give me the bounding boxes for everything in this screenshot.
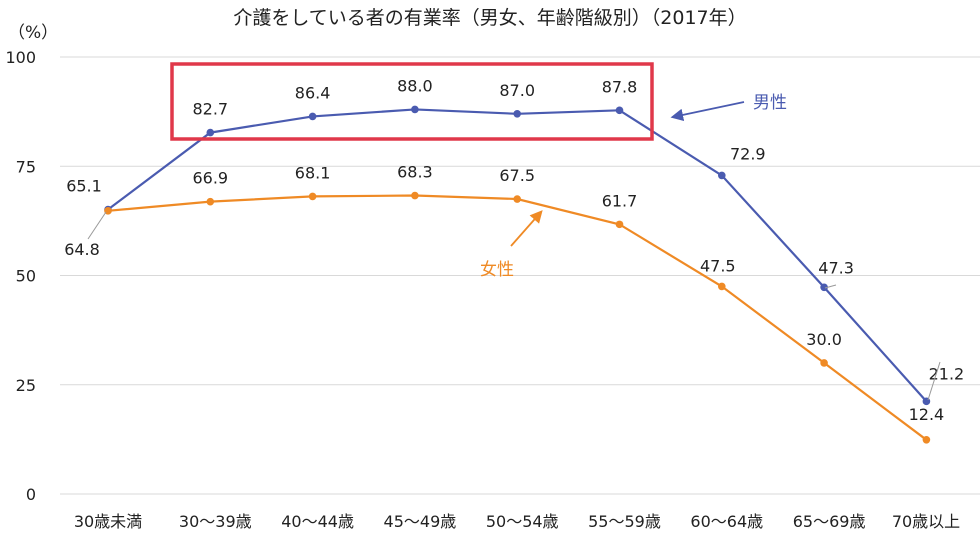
series-line-女性 [107,194,928,441]
data-point [615,106,624,115]
x-tick-label: 30歳未満 [74,512,142,531]
data-point [718,282,726,291]
data-point [411,105,419,114]
data-label: 47.5 [700,256,736,275]
x-tick-label: 55～59歳 [588,512,661,531]
data-label: 61.7 [602,191,638,210]
data-point [922,436,931,444]
x-tick-label: 40～44歳 [281,512,354,531]
data-label: 88.0 [397,76,433,95]
data-label: 72.9 [730,144,766,163]
data-label: 30.0 [806,330,842,349]
data-label: 82.7 [192,100,228,119]
data-point [615,220,624,229]
data-point [206,128,215,137]
leader-line [927,361,941,401]
data-point [513,110,521,118]
data-point [411,191,419,200]
series-line-男性 [107,108,928,403]
x-tick-label: 65～69歳 [793,512,866,531]
y-tick-label: 25 [16,376,36,395]
data-label: 67.5 [499,166,535,185]
y-tick-label: 0 [26,485,36,504]
y-tick-label: 100 [5,48,36,67]
data-label: 68.1 [295,163,331,182]
data-label: 65.1 [66,177,102,196]
female-series-label: 女性 [480,260,514,280]
data-label: 87.8 [602,77,638,96]
data-point [206,197,215,206]
y-tick-label: 50 [16,267,36,286]
male-arrow-icon [670,101,745,122]
leader-line [824,284,837,289]
data-point [820,283,828,292]
x-tick-label: 60～64歳 [690,512,763,531]
data-point [513,195,521,203]
highlight-box [170,62,654,141]
x-tick-label: 30～39歳 [179,512,252,531]
data-label: 47.3 [818,258,854,277]
leader-line [87,211,107,240]
y-tick-label: 75 [16,157,36,176]
data-label: 64.8 [64,240,100,259]
male-series-label: 男性 [753,93,787,113]
data-point [308,192,317,201]
data-label: 68.3 [397,163,433,182]
x-tick-label: 70歳以上 [892,512,960,531]
chart-title: 介護をしている者の有業率（男女、年齢階級別）（2017年） [233,7,746,29]
x-tick-label: 50～54歳 [486,512,559,531]
data-point [820,359,828,367]
data-label: 66.9 [192,169,228,188]
female-arrow-icon [510,210,543,247]
data-label: 87.0 [499,81,535,100]
data-label: 86.4 [295,83,331,102]
y-axis-unit: （%） [8,23,58,43]
data-label: 12.4 [909,405,945,424]
data-point [718,171,726,180]
data-point [308,112,317,121]
x-tick-label: 45～49歳 [384,512,457,531]
